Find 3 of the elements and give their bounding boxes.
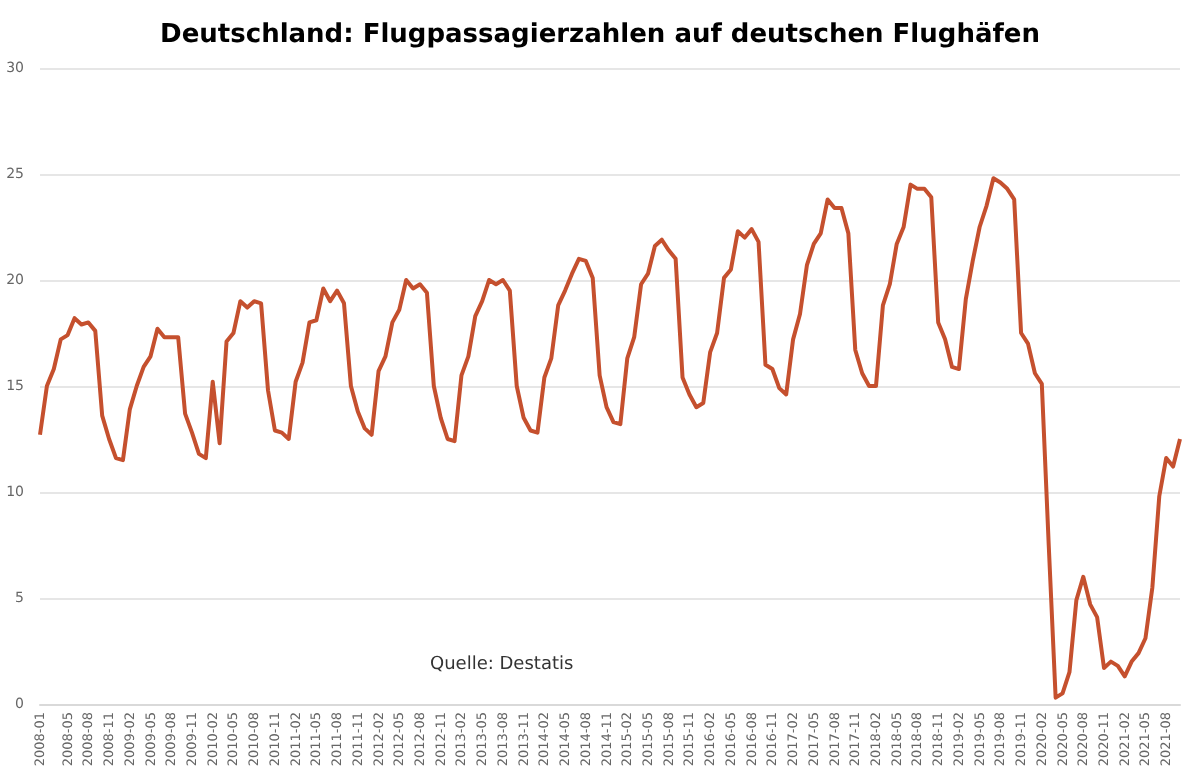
chart-title: Deutschland: Flugpassagierzahlen auf deutschen Flughäfen [160, 20, 1040, 50]
line-series [38, 176, 1182, 700]
annotation: Quelle: Destatis [430, 655, 574, 675]
